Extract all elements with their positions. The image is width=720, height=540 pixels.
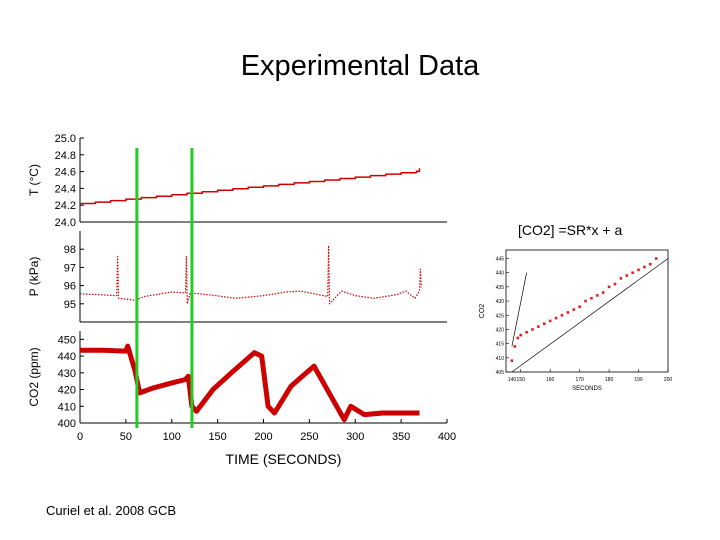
co2-x-tick-label: 200 [254,431,272,443]
inset-data-point [516,336,520,340]
inset-data-point [590,296,593,300]
inset-data-point [619,277,623,280]
temperature-y-tick-label: 24.4 [55,183,76,195]
co2-x-tick-label: 400 [438,431,456,443]
inset-data-point [531,328,534,331]
temperature-series-line [80,168,421,205]
inset-data-point [649,262,652,266]
pressure-y-tick-label: 95 [64,299,76,311]
inset-data-point [596,294,599,297]
pressure-y-tick-label: 98 [64,244,76,256]
inset-x-tick-label: 170 [575,377,584,383]
inset-x-tick-label: 140 [508,377,517,383]
temperature-y-tick-label: 24.6 [55,167,76,179]
inset-data-point [525,330,528,334]
co2-x-axis-label: TIME (SECONDS) [226,451,342,467]
inset-data-point [548,319,552,323]
inset-y-tick-label: 430 [496,299,505,305]
inset-data-point [572,308,576,311]
pressure-y-tick-label: 97 [64,262,76,274]
inset-data-point [625,274,629,277]
temperature-y-tick-label: 24.8 [55,150,76,162]
co2-y-axis-label: CO2 (ppm) [27,347,41,406]
inset-data-point [601,291,605,294]
inset-x-tick-label: 190 [634,377,643,383]
inset-x-axis-label: SECONDS [572,386,602,392]
inset-y-tick-label: 415 [496,342,505,348]
inset-fit-line-steep [511,272,527,347]
inset-data-point [560,313,564,317]
temperature-y-tick-label: 24.0 [55,217,76,229]
inset-data-point [537,325,540,328]
inset-x-tick-label: 180 [605,377,614,383]
co2-x-tick-label: 250 [300,431,318,443]
co2-x-tick-label: 0 [77,431,83,443]
co2-x-tick-label: 50 [120,431,132,443]
inset-data-point [637,268,640,272]
inset-y-tick-label: 410 [496,356,505,362]
pressure-y-axis-label: P (kPa) [27,257,41,297]
temperature-y-axis-label: T (°C) [27,164,41,196]
co2-y-tick-label: 410 [58,401,76,413]
inset-data-point [643,265,646,269]
inset-y-tick-label: 440 [496,271,505,277]
inset-data-point [513,345,517,348]
regression-equation: [CO2] =SR*x + a [518,222,623,238]
inset-y-tick-label: 405 [496,370,505,376]
inset-data-point [631,271,634,274]
co2-x-tick-label: 350 [392,431,410,443]
temperature-y-tick-label: 25.0 [55,133,76,145]
co2-y-tick-label: 450 [58,334,76,346]
co2-x-tick-label: 150 [208,431,226,443]
inset-data-point [578,305,581,309]
inset-x-tick-label: 200 [664,377,673,383]
inset-data-point [607,285,611,289]
co2-series-line [80,343,420,423]
pressure-y-tick-label: 96 [64,281,76,293]
slide-title: Experimental Data [240,50,480,82]
inset-y-tick-label: 420 [496,327,505,333]
temperature-y-tick-label: 24.2 [55,200,76,212]
inset-data-point [510,359,514,362]
inset-data-point [613,282,617,286]
co2-y-tick-label: 440 [58,351,76,363]
co2-x-tick-label: 300 [346,431,364,443]
inset-x-tick-label: 150 [517,377,526,383]
inset-fit-line-upper [511,258,669,373]
inset-data-point [654,257,658,260]
co2-y-tick-label: 420 [58,385,76,397]
inset-frame [505,249,669,373]
inset-y-tick-label: 445 [496,257,505,263]
citation: Curiel et al. 2008 GCB [46,503,177,518]
inset-data-point [584,299,587,303]
inset-data-point [566,311,570,314]
inset-data-point [554,316,558,320]
inset-x-tick-label: 160 [546,377,555,383]
co2-y-tick-label: 400 [58,418,76,430]
co2-y-tick-label: 430 [58,368,76,380]
inset-y-tick-label: 425 [496,313,505,319]
inset-data-point [542,322,546,326]
inset-y-axis-label: CO2 [479,304,486,319]
co2-x-tick-label: 100 [163,431,181,443]
inset-y-tick-label: 435 [496,285,505,291]
inset-data-point [519,333,523,337]
pressure-series-line [79,245,422,305]
